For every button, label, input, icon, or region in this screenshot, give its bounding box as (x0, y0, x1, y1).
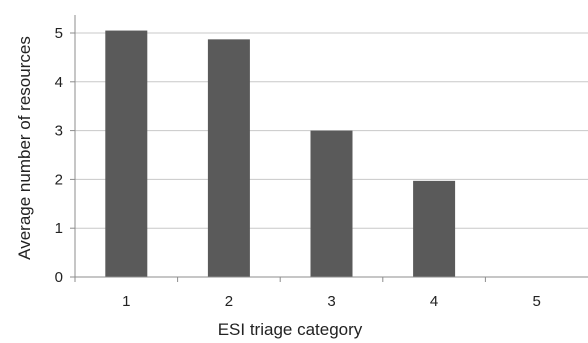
x-tick-label-3: 3 (327, 293, 335, 310)
tick-labels: 0 1 2 3 4 5 1 2 3 4 5 (55, 25, 541, 310)
y-axis-title: Average number of resources (15, 36, 34, 260)
x-tick-label-2: 2 (225, 293, 233, 310)
x-tick-label-5: 5 (533, 293, 541, 310)
axes (70, 15, 588, 282)
bar-1 (105, 30, 148, 278)
bar-3 (310, 130, 353, 277)
y-tick-label-4: 4 (55, 74, 63, 91)
y-tick-label-0: 0 (55, 269, 63, 286)
x-axis-title: ESI triage category (218, 320, 363, 339)
x-tick-label-1: 1 (122, 293, 130, 310)
y-tick-label-1: 1 (55, 220, 63, 237)
y-tick-label-5: 5 (55, 25, 63, 42)
y-tick-label-2: 2 (55, 171, 63, 188)
bar-2 (207, 39, 250, 278)
bars (105, 30, 456, 278)
x-tick-label-4: 4 (430, 293, 438, 310)
bar-4 (413, 180, 456, 277)
y-tick-label-3: 3 (55, 123, 63, 140)
